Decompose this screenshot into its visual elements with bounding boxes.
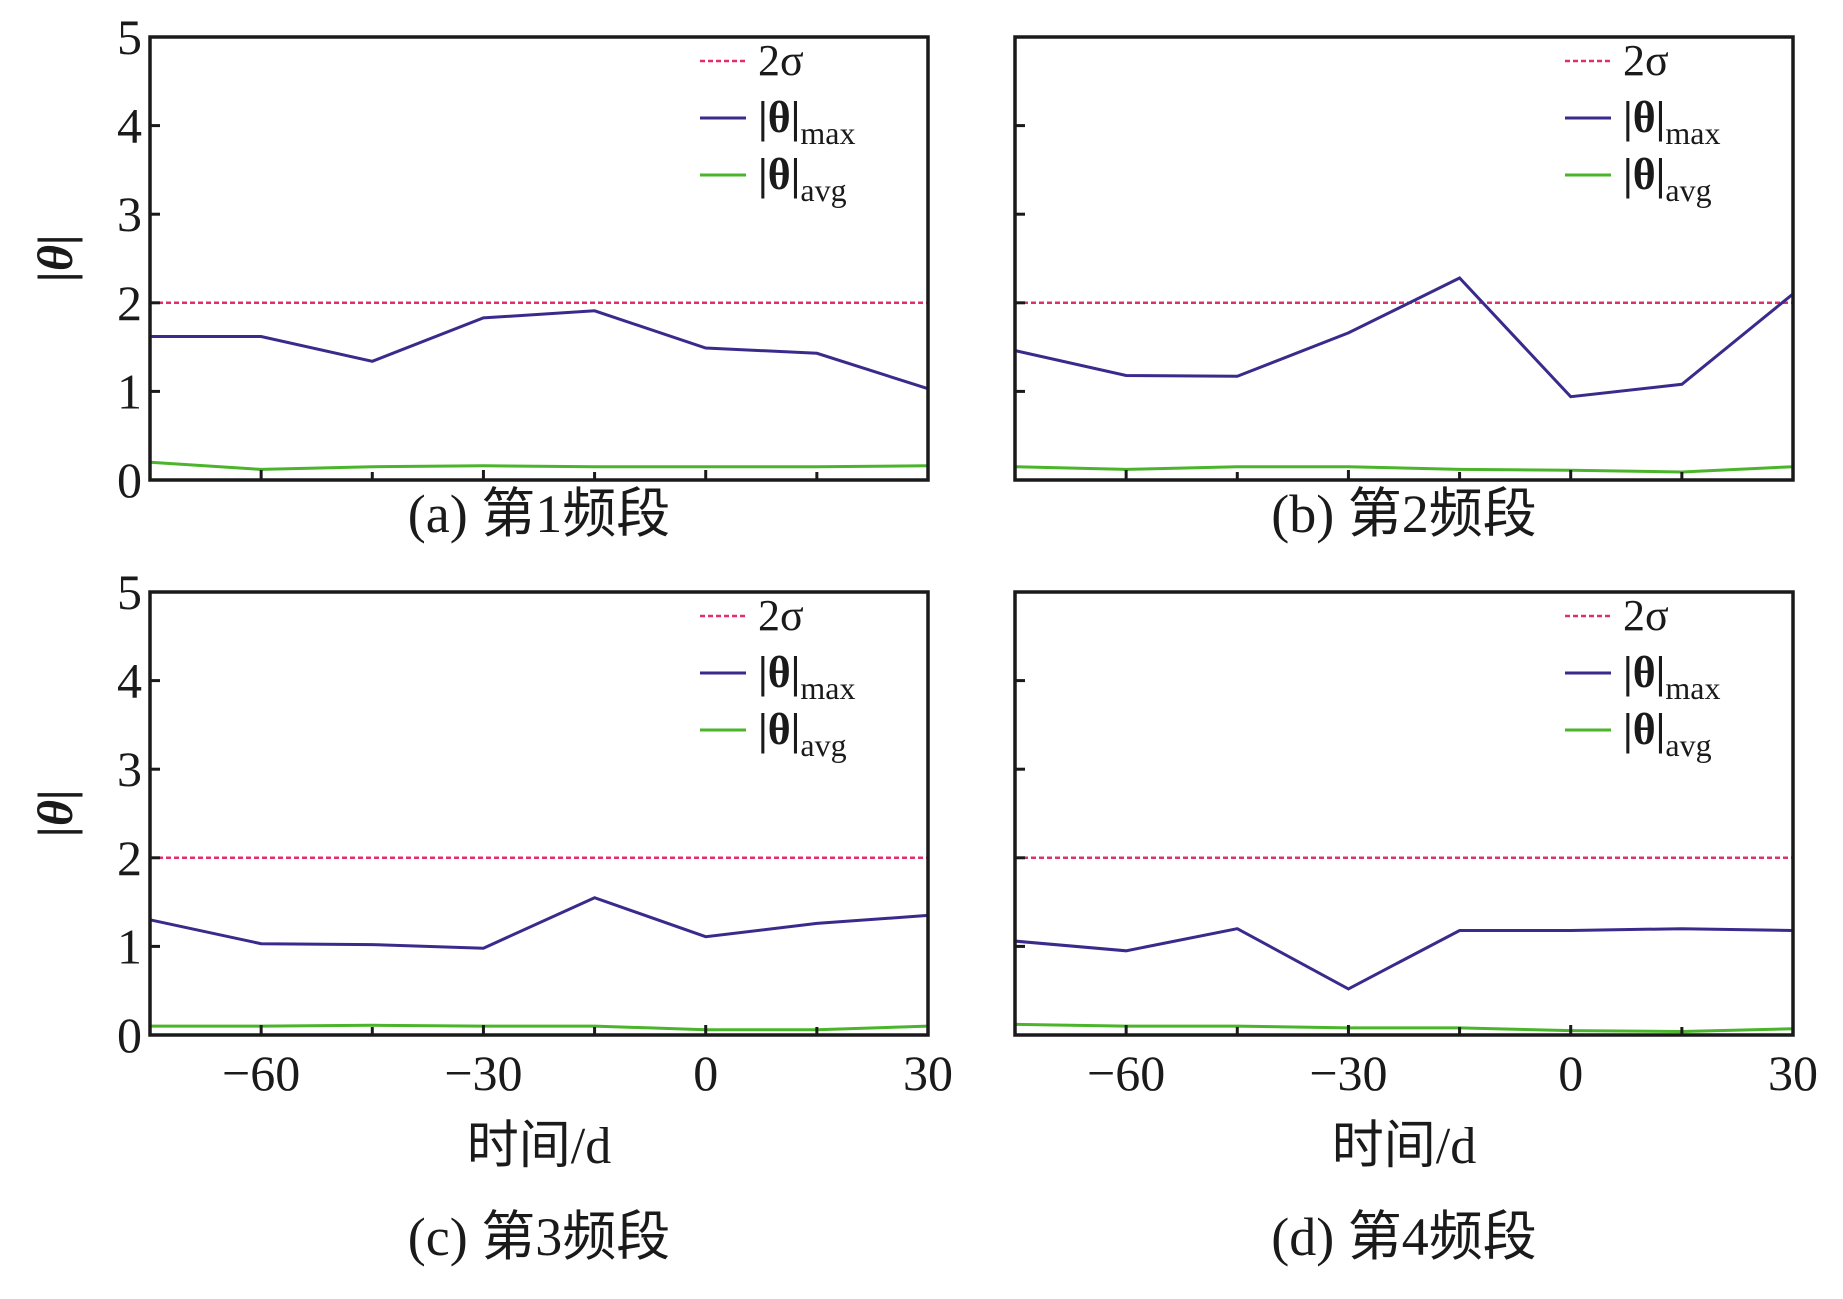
series-line-avg <box>149 460 929 471</box>
plot-frame <box>1013 590 1795 1037</box>
legend-label-avg: |θ|avg <box>1623 150 1712 208</box>
panel-caption: (c) 第3频段 <box>408 1207 670 1267</box>
series-line-max <box>1014 927 1794 991</box>
legend-label-sigma: 2σ <box>1623 591 1669 640</box>
x-tick-label: 0 <box>693 1045 718 1101</box>
series-line-avg <box>1014 465 1794 474</box>
series-line-max <box>150 309 929 391</box>
y-tick-label: 5 <box>117 564 142 620</box>
plot-frame <box>1013 35 1795 482</box>
y-tick-label: 3 <box>117 186 142 242</box>
x-tick-label: 0 <box>1558 1045 1583 1101</box>
y-tick-label: 4 <box>117 98 142 154</box>
plot-frame <box>148 35 930 482</box>
legend-label-max: |θ|max <box>758 648 855 706</box>
legend-label-sigma: 2σ <box>758 36 804 85</box>
panel-c: 0 1 2 3 4 5 −60 −30 0 30 2σ |θ|max|θ|avg |θ| 时间/d (c) … <box>27 564 953 1267</box>
x-tick-label: −60 <box>1087 1045 1165 1101</box>
legend-label-max: |θ|max <box>758 93 855 151</box>
x-axis-title: 时间/d <box>1332 1118 1476 1175</box>
panel-caption: (b) 第2频段 <box>1271 484 1536 544</box>
y-axis-title: |θ| <box>27 789 83 837</box>
y-tick-label: 1 <box>117 918 142 974</box>
panel-d: −60 −30 0 30 2σ |θ|max|θ|avg 时间/d (d) 第4频段 <box>1013 590 1818 1267</box>
y-tick-label: 1 <box>117 363 142 419</box>
panel-a: 0 1 2 3 4 5 2σ |θ|max|θ|avg |θ| (a) 第1频段 <box>27 9 930 544</box>
panel-b: 2σ |θ|max|θ|avg (b) 第2频段 <box>1013 35 1795 544</box>
legend-label-avg: |θ|avg <box>1623 705 1712 763</box>
series-line-max <box>1014 276 1794 399</box>
y-tick-label: 0 <box>117 452 142 508</box>
series-line-max <box>149 896 929 950</box>
y-tick-label: 2 <box>117 275 142 331</box>
legend-label-sigma: 2σ <box>758 591 804 640</box>
x-tick-label: −30 <box>444 1045 522 1101</box>
plot-frame <box>148 590 930 1037</box>
y-axis-title: |θ| <box>27 234 83 282</box>
x-axis-title: 时间/d <box>467 1118 611 1175</box>
x-tick-label: 30 <box>903 1045 953 1101</box>
y-tick-label: 2 <box>117 830 142 886</box>
x-tick-label: 30 <box>1768 1045 1818 1101</box>
legend-label-sigma: 2σ <box>1623 36 1669 85</box>
panel-caption: (a) 第1频段 <box>408 484 670 544</box>
panel-caption: (d) 第4频段 <box>1271 1207 1536 1267</box>
legend-label-avg: |θ|avg <box>758 150 847 208</box>
x-tick-label: −60 <box>222 1045 300 1101</box>
series-line-avg <box>150 1023 929 1032</box>
legend-label-avg: |θ|avg <box>758 705 847 763</box>
x-tick-label: −30 <box>1309 1045 1387 1101</box>
legend-label-max: |θ|max <box>1623 93 1720 151</box>
y-tick-label: 0 <box>117 1007 142 1063</box>
series-line-avg <box>1014 1022 1794 1034</box>
y-tick-label: 5 <box>117 9 142 65</box>
legend-label-max: |θ|max <box>1623 648 1720 706</box>
y-tick-label: 3 <box>117 741 142 797</box>
y-tick-label: 4 <box>117 653 142 709</box>
